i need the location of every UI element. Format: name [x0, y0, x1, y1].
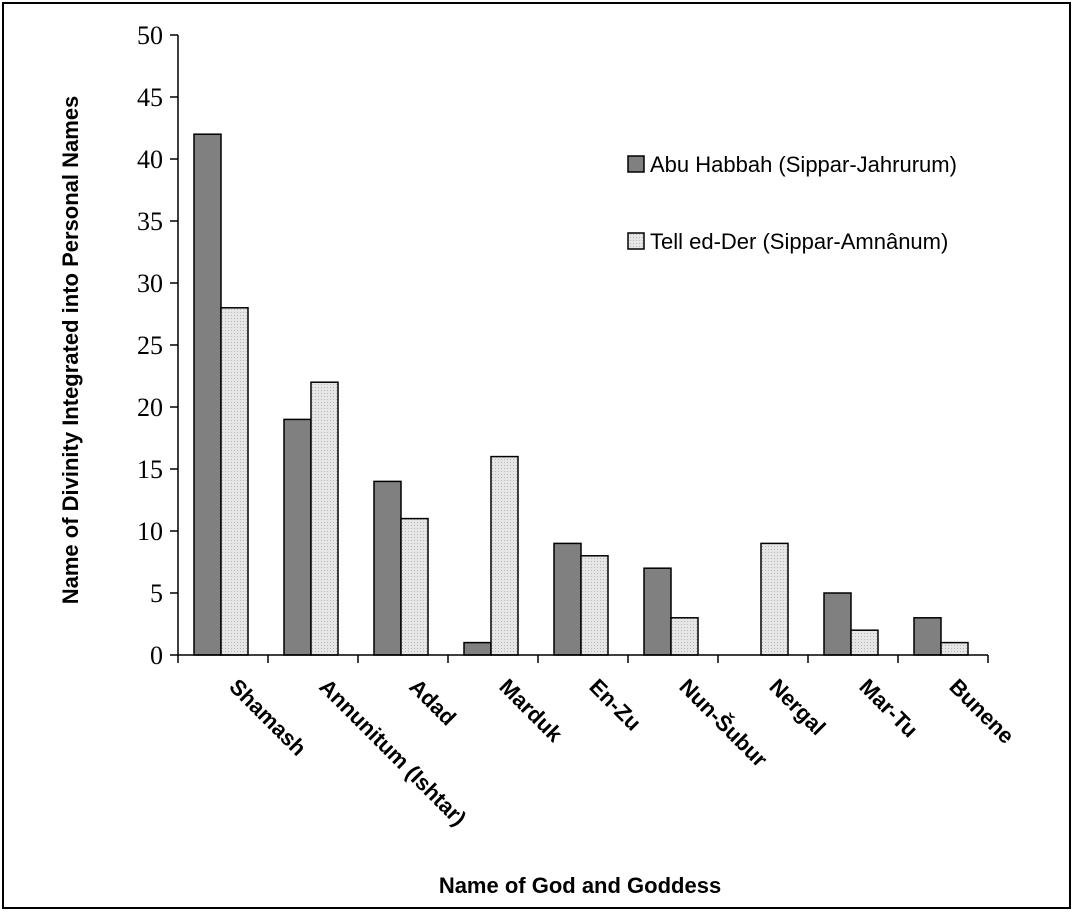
bar-annunitum-ishtar-series-2 — [310, 381, 339, 656]
x-axis-labels: Shamash Annunitum (Ishtar)Adad Marduk En-Zu… — [224, 674, 1019, 831]
bar-nergal-series-2 — [760, 542, 789, 656]
y-tick-label: 20 — [137, 393, 163, 422]
bar-nun-ubur-series-1 — [643, 567, 672, 656]
bar-shamash-series-1 — [193, 133, 222, 656]
y-tick-label: 35 — [137, 207, 163, 236]
y-axis-title: Name of Divinity Integrated into Persona… — [58, 96, 83, 605]
bar-mar-tu-series-1 — [823, 592, 852, 656]
x-tick-label-annunitum-ishtar: Annunitum (Ishtar) — [314, 674, 471, 831]
x-tick-label-mar-tu: Mar-Tu — [854, 674, 922, 742]
bar-marduk-series-2 — [490, 455, 519, 656]
y-tick-label: 25 — [137, 331, 163, 360]
bar-en-zu-series-1 — [553, 542, 582, 656]
legend-label-abu-habbah: Abu Habbah (Sippar-Jahrurum) — [650, 152, 957, 177]
y-tick-label: 0 — [150, 641, 163, 670]
bar-nun-ubur-series-2 — [670, 617, 699, 656]
bar-en-zu-series-2 — [580, 555, 609, 656]
x-tick-label-adad: Adad — [404, 674, 461, 731]
bar-bunene-series-2 — [940, 641, 969, 656]
bar-bunene-series-1 — [913, 617, 942, 656]
legend-label-tell-ed-der: Tell ed-Der (Sippar-Amnânum) — [650, 229, 948, 254]
bar-shamash-series-2 — [220, 307, 249, 656]
y-tick-label: 10 — [137, 517, 163, 546]
x-tick-label-en-zu: En-Zu — [584, 674, 646, 736]
legend: Abu Habbah (Sippar-Jahrurum) Tell ed-Der… — [627, 152, 957, 254]
y-tick-label: 40 — [137, 145, 163, 174]
x-tick-label-nergal: Nergal — [764, 674, 830, 740]
bar-mar-tu-series-2 — [850, 629, 879, 656]
axes — [177, 35, 989, 663]
x-tick-label-bunene: Bunene — [944, 674, 1019, 749]
bar-adad-series-1 — [373, 480, 402, 656]
y-tick-label: 30 — [137, 269, 163, 298]
x-tick-label-marduk: Marduk — [494, 674, 568, 748]
y-axis-ticks: 0 5 10 15 20 25 30 35 40 45 50 — [137, 21, 178, 670]
y-tick-label: 15 — [137, 455, 163, 484]
x-tick-label-shamash: Shamash — [224, 674, 311, 761]
x-tick-label-nun-ubur: Nun-Šubur — [674, 674, 772, 772]
y-tick-label: 5 — [150, 579, 163, 608]
bar-adad-series-2 — [400, 517, 429, 656]
bar-annunitum-ishtar-series-1 — [283, 418, 312, 656]
x-axis-title: Name of God and Goddess — [439, 873, 721, 898]
bars — [193, 133, 969, 656]
legend-swatch-tell-ed-der — [627, 232, 645, 250]
legend-swatch-abu-habbah — [627, 155, 645, 173]
y-tick-label: 50 — [137, 21, 163, 50]
y-tick-label: 45 — [137, 83, 163, 112]
bar-marduk-series-1 — [463, 641, 492, 656]
